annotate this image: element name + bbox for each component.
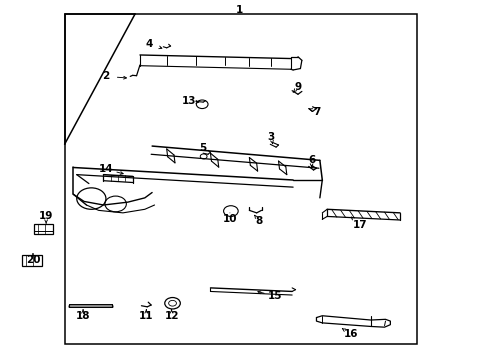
Text: 2: 2 [102, 71, 109, 81]
Text: 15: 15 [267, 291, 282, 301]
Text: 12: 12 [164, 311, 179, 321]
Bar [64, 14, 416, 344]
Text: 4: 4 [146, 39, 153, 49]
Text: 16: 16 [344, 329, 358, 339]
Text: 1: 1 [236, 5, 243, 15]
Text: 11: 11 [139, 311, 153, 321]
Text: 18: 18 [76, 311, 90, 321]
Text: 10: 10 [222, 214, 237, 224]
Text: 3: 3 [267, 132, 274, 142]
Text: 5: 5 [199, 143, 206, 153]
Text: 9: 9 [294, 82, 301, 92]
Text: 19: 19 [39, 211, 53, 221]
Bar [34, 224, 53, 234]
Text: 7: 7 [313, 107, 321, 117]
Text: 6: 6 [307, 156, 315, 165]
Text: 13: 13 [181, 96, 195, 107]
Text: 14: 14 [99, 164, 113, 174]
Bar [22, 255, 41, 266]
Text: 20: 20 [26, 255, 40, 265]
Text: 17: 17 [352, 220, 367, 230]
Text: 8: 8 [255, 216, 262, 226]
